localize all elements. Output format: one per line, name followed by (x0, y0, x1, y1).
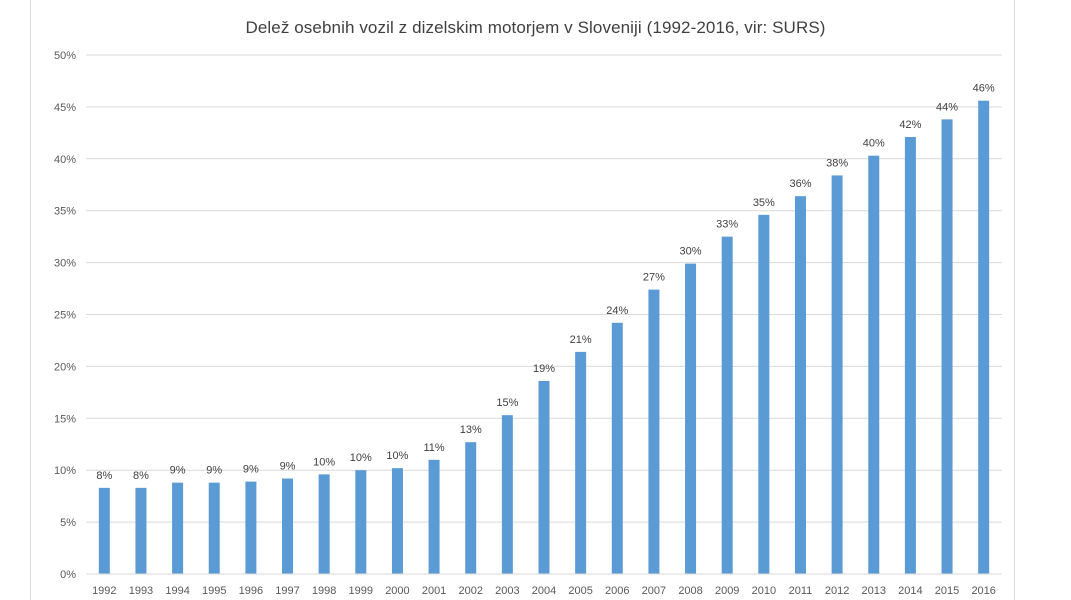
gridlines (86, 54, 1002, 523)
x-tick-label: 1998 (312, 585, 336, 597)
bar-2007 (648, 289, 660, 574)
y-tick-label: 5% (60, 517, 76, 529)
x-tick-label: 2016 (971, 585, 995, 597)
y-tick-label: 45% (54, 102, 76, 114)
data-label-2006: 24% (606, 305, 628, 317)
x-tick-label: 2013 (862, 585, 886, 597)
data-label-1993: 8% (133, 470, 149, 482)
x-tick-label: 2008 (678, 585, 702, 597)
y-tick-label: 30% (54, 258, 76, 270)
data-label-2013: 40% (863, 138, 885, 150)
data-label-1997: 9% (280, 461, 296, 473)
bar-2001 (428, 459, 440, 574)
data-label-2011: 36% (789, 178, 811, 190)
data-label-1992: 8% (96, 470, 112, 482)
x-tick-label: 2010 (752, 585, 776, 597)
y-tick-label: 0% (60, 569, 76, 581)
x-tick-label: 2015 (935, 585, 959, 597)
bar-1999 (355, 470, 367, 574)
bar-2000 (391, 468, 403, 574)
chart-frame (30, 0, 1015, 600)
x-tick-label: 1992 (92, 585, 116, 597)
bar-2013 (868, 155, 880, 574)
x-tick-label: 2014 (898, 585, 922, 597)
bars (98, 100, 990, 575)
x-tick-label: 2011 (789, 585, 813, 597)
y-tick-label: 40% (54, 154, 76, 166)
data-label-2012: 38% (826, 157, 848, 169)
x-tick-label: 2002 (458, 585, 482, 597)
bar-1996 (245, 481, 257, 574)
x-tick-label: 1993 (129, 585, 153, 597)
data-label-2000: 10% (386, 450, 408, 462)
x-tick-label: 2005 (568, 585, 592, 597)
data-label-2001: 11% (423, 442, 444, 454)
x-tick-label: 1997 (275, 585, 299, 597)
x-tick-label: 1995 (202, 585, 226, 597)
bar-1993 (135, 487, 147, 574)
bar-1997 (282, 478, 294, 574)
data-label-2007: 27% (643, 272, 665, 284)
bar-2012 (831, 175, 843, 574)
bar-2005 (575, 351, 587, 574)
bar-2016 (978, 100, 990, 574)
data-labels: 8% 8% 9% 9% 9% 9% 10% 10% 10% 11% 13% 15% 19% 21% 24% 2… (96, 83, 995, 482)
y-tick-label: 20% (54, 361, 76, 373)
data-label-2010: 35% (753, 197, 775, 209)
x-tick-label: 2004 (532, 585, 556, 597)
data-label-2014: 42% (899, 119, 921, 131)
data-label-1995: 9% (206, 465, 222, 477)
y-tick-label: 35% (54, 206, 76, 218)
bar-2003 (501, 415, 513, 574)
bar-2002 (465, 442, 477, 574)
data-label-2004: 19% (533, 363, 555, 375)
x-tick-label: 2007 (642, 585, 666, 597)
y-tick-label: 10% (54, 465, 76, 477)
x-tick-label: 2006 (605, 585, 629, 597)
data-label-1998: 10% (313, 456, 335, 468)
y-tick-label: 15% (54, 413, 76, 425)
data-label-2008: 30% (680, 246, 702, 258)
data-label-2005: 21% (570, 334, 592, 346)
bar-2011 (794, 196, 806, 574)
y-axis-tick-labels: 0% 5% 10% 15% 20% 25% 30% 35% 40% 45% 50% (54, 50, 76, 581)
data-label-1994: 9% (170, 465, 186, 477)
bar-2010 (758, 214, 770, 575)
x-tick-label: 2000 (385, 585, 409, 597)
x-tick-label: 1994 (165, 585, 189, 597)
data-label-2015: 44% (936, 101, 958, 113)
x-tick-label: 1999 (349, 585, 373, 597)
x-tick-label: 2012 (825, 585, 849, 597)
x-tick-label: 1996 (239, 585, 263, 597)
data-label-2002: 13% (460, 424, 482, 436)
data-label-1996: 9% (243, 464, 259, 476)
chart-title: Delež osebnih vozil z dizelskim motorjem… (245, 18, 826, 37)
x-axis-tick-labels: 1992 1993 1994 1995 1996 1997 1998 1999 2000 2001… (92, 585, 996, 597)
bar-2009 (721, 236, 733, 574)
bar-1994 (172, 482, 184, 574)
x-tick-label: 2009 (715, 585, 739, 597)
data-label-1999: 10% (350, 452, 372, 464)
x-tick-label: 2001 (422, 585, 446, 597)
data-label-2016: 46% (973, 83, 995, 95)
data-label-2009: 33% (716, 219, 738, 231)
bar-2006 (611, 322, 623, 574)
bar-2004 (538, 380, 550, 574)
y-tick-label: 25% (54, 310, 76, 322)
data-label-2003: 15% (496, 397, 518, 409)
bar-2014 (904, 137, 916, 574)
bar-1995 (208, 482, 220, 574)
bar-1992 (98, 487, 110, 574)
bar-2015 (941, 119, 953, 574)
x-tick-label: 2003 (495, 585, 519, 597)
bar-1998 (318, 474, 330, 574)
y-tick-label: 50% (54, 50, 76, 62)
bar-2008 (685, 263, 697, 574)
